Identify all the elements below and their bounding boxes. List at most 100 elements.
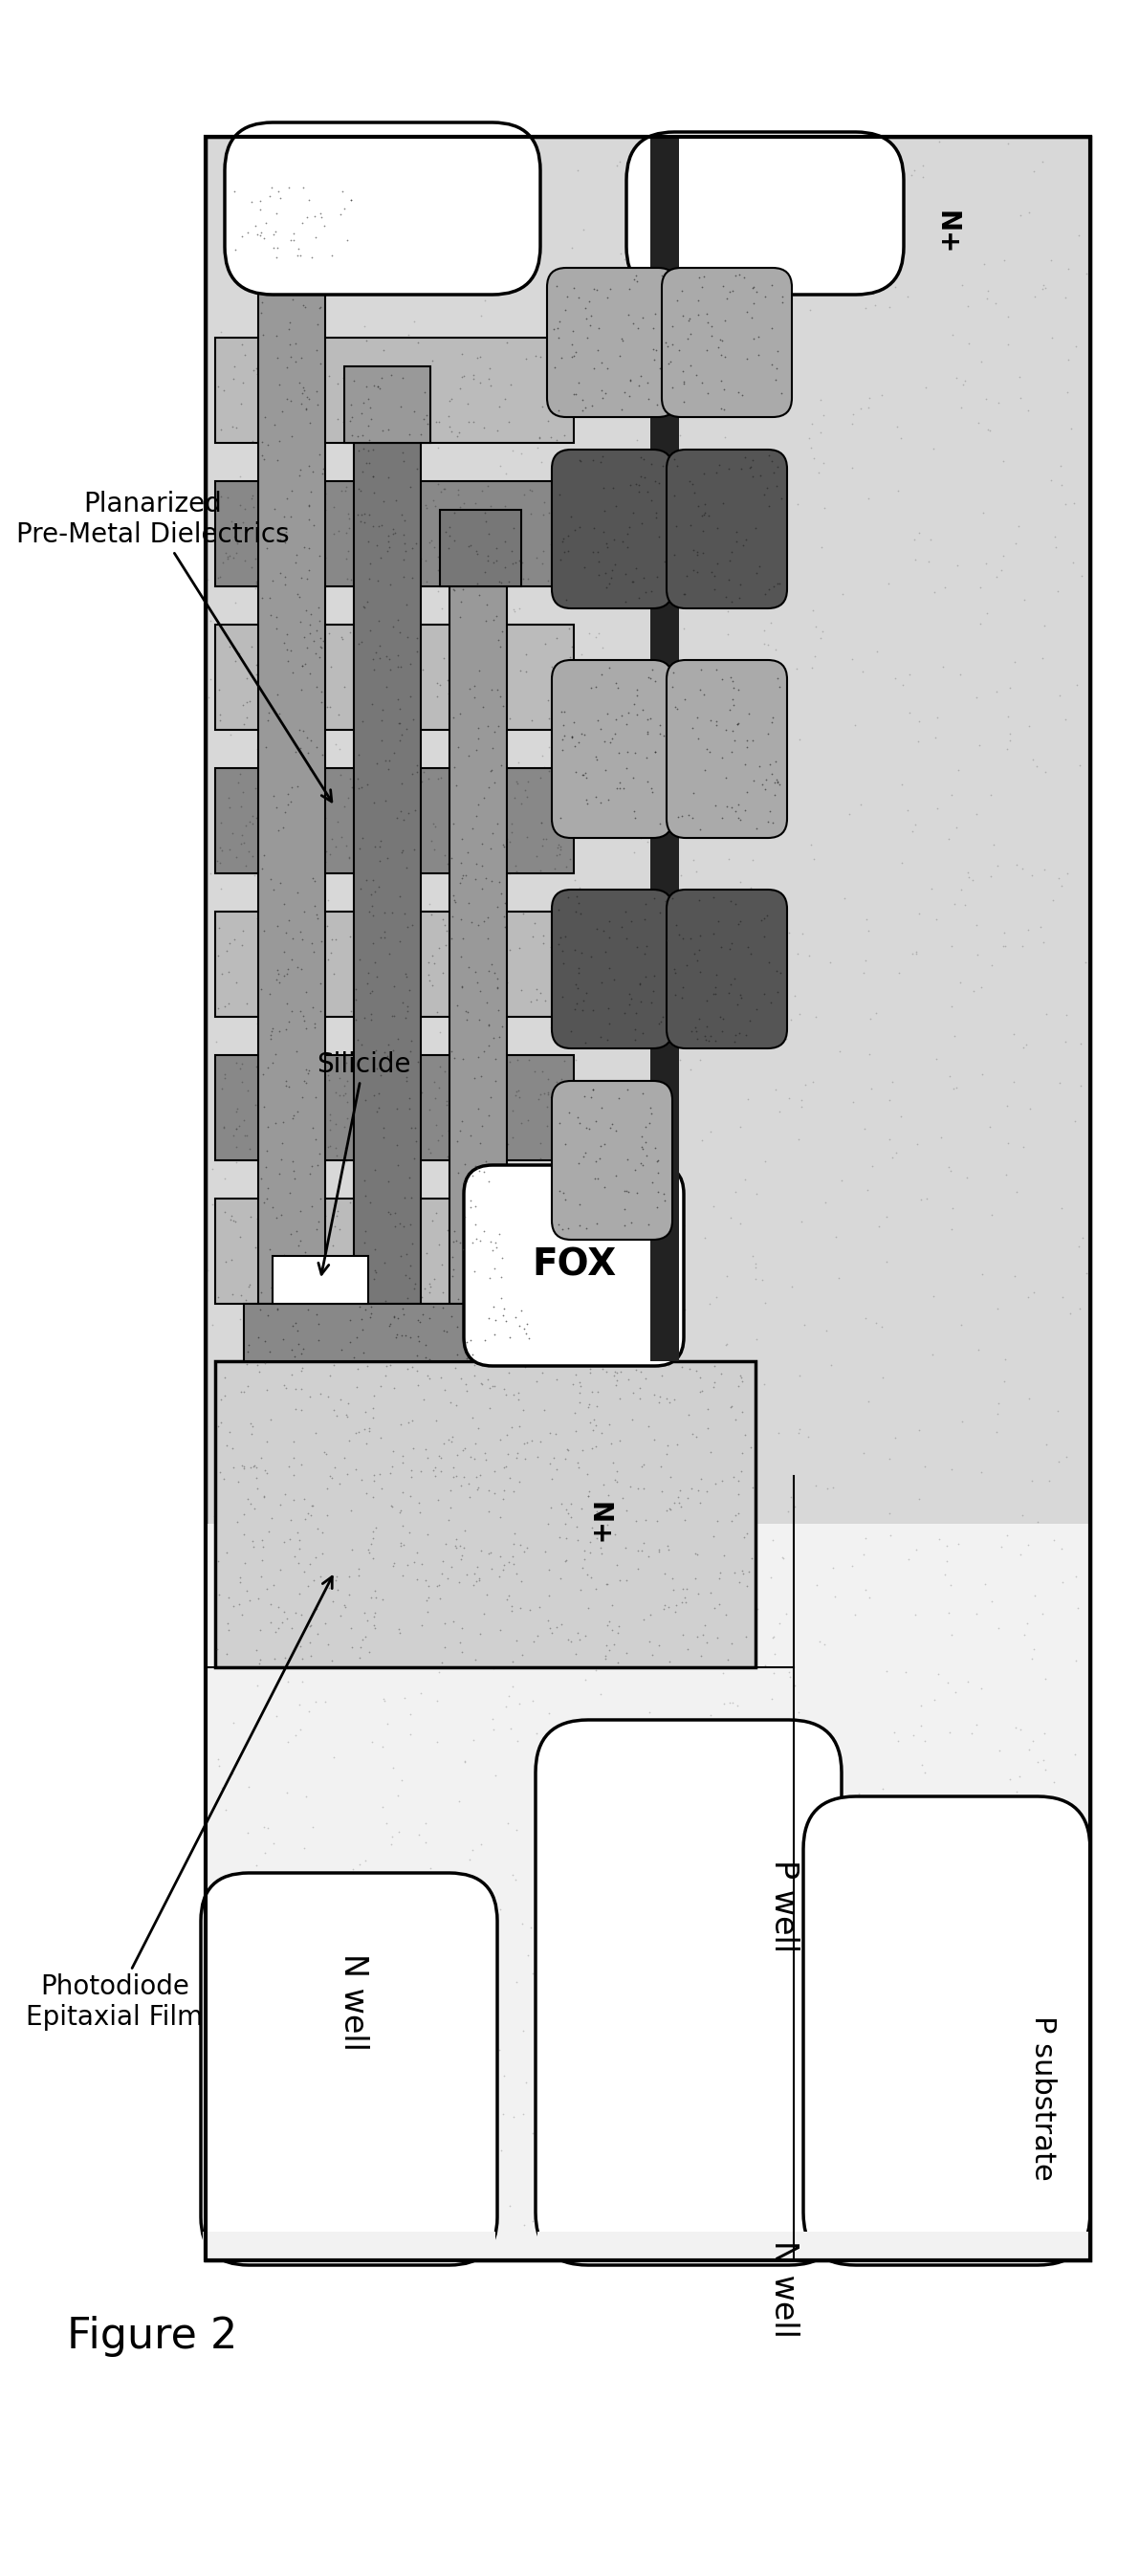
- Point: [741, 933, 760, 974]
- Point: [222, 371, 240, 412]
- Point: [300, 1247, 318, 1288]
- Point: [575, 477, 593, 518]
- Point: [503, 1535, 522, 1577]
- Point: [437, 1311, 456, 1352]
- Point: [557, 848, 575, 889]
- Point: [369, 1399, 387, 1440]
- Point: [336, 471, 354, 513]
- Point: [277, 510, 295, 551]
- Point: [311, 433, 329, 474]
- Point: [451, 368, 469, 410]
- Point: [394, 1288, 412, 1329]
- Point: [267, 250, 285, 291]
- Point: [532, 801, 550, 842]
- Point: [988, 2056, 1006, 2097]
- Point: [582, 935, 600, 976]
- Point: [276, 976, 294, 1018]
- Point: [675, 574, 694, 616]
- Point: [666, 252, 685, 294]
- Point: [626, 992, 645, 1033]
- Point: [448, 1334, 466, 1376]
- Point: [575, 513, 593, 554]
- Point: [712, 1731, 730, 1772]
- Point: [555, 518, 573, 559]
- Point: [313, 1965, 331, 2007]
- Point: [528, 1437, 547, 1479]
- Point: [220, 778, 238, 819]
- Point: [534, 914, 552, 956]
- Point: [308, 961, 326, 1002]
- Point: [461, 1319, 480, 1360]
- Point: [794, 2099, 812, 2141]
- Point: [457, 1363, 475, 1404]
- Point: [253, 1056, 271, 1097]
- Point: [470, 649, 489, 690]
- Point: [482, 750, 500, 791]
- Point: [994, 1971, 1013, 2012]
- Point: [459, 1082, 477, 1123]
- Point: [526, 1625, 544, 1667]
- Point: [547, 265, 565, 307]
- Point: [527, 1713, 546, 1754]
- Point: [989, 1288, 1007, 1329]
- Point: [444, 569, 462, 611]
- Point: [316, 1602, 334, 1643]
- Point: [1015, 1687, 1033, 1728]
- Point: [399, 987, 417, 1028]
- Point: [492, 744, 510, 786]
- Point: [592, 2187, 611, 2228]
- Point: [281, 680, 300, 721]
- Point: [294, 1329, 312, 1370]
- Point: [796, 1754, 814, 1795]
- Point: [581, 1401, 599, 1443]
- Point: [288, 1090, 306, 1131]
- Point: [634, 1468, 653, 1510]
- Point: [548, 940, 566, 981]
- Point: [940, 819, 958, 860]
- Point: [403, 353, 421, 394]
- Point: [445, 1038, 464, 1079]
- Point: [721, 1682, 739, 1723]
- Point: [261, 1628, 279, 1669]
- Point: [403, 752, 421, 793]
- Point: [617, 732, 636, 773]
- Point: [685, 549, 703, 590]
- Point: [318, 907, 336, 948]
- Point: [489, 989, 507, 1030]
- Point: [768, 1767, 786, 1808]
- Point: [297, 366, 316, 407]
- Point: [421, 1131, 440, 1172]
- Point: [474, 1260, 492, 1301]
- Point: [425, 526, 443, 567]
- Point: [838, 1625, 857, 1667]
- Point: [564, 1924, 582, 1965]
- Point: [949, 546, 967, 587]
- Point: [376, 1680, 394, 1721]
- Point: [393, 2172, 411, 2213]
- Point: [628, 260, 646, 301]
- Point: [576, 971, 595, 1012]
- Point: [493, 611, 511, 652]
- Point: [255, 909, 273, 951]
- Point: [326, 2182, 344, 2223]
- Point: [601, 1564, 620, 1605]
- Point: [473, 1056, 491, 1097]
- Point: [973, 1989, 991, 2030]
- Point: [604, 466, 622, 507]
- Point: [288, 765, 306, 806]
- Point: [1064, 541, 1082, 582]
- Point: [663, 1103, 681, 1144]
- Point: [1057, 1847, 1075, 1888]
- Point: [591, 440, 609, 482]
- Point: [784, 2228, 802, 2269]
- Point: [261, 1015, 279, 1056]
- Point: [263, 1007, 281, 1048]
- Point: [341, 837, 359, 878]
- Point: [224, 1448, 243, 1489]
- Point: [236, 1515, 254, 1556]
- Point: [368, 647, 386, 688]
- Point: [384, 1978, 402, 2020]
- Point: [522, 1847, 540, 1888]
- Point: [293, 204, 311, 245]
- Point: [423, 2218, 441, 2259]
